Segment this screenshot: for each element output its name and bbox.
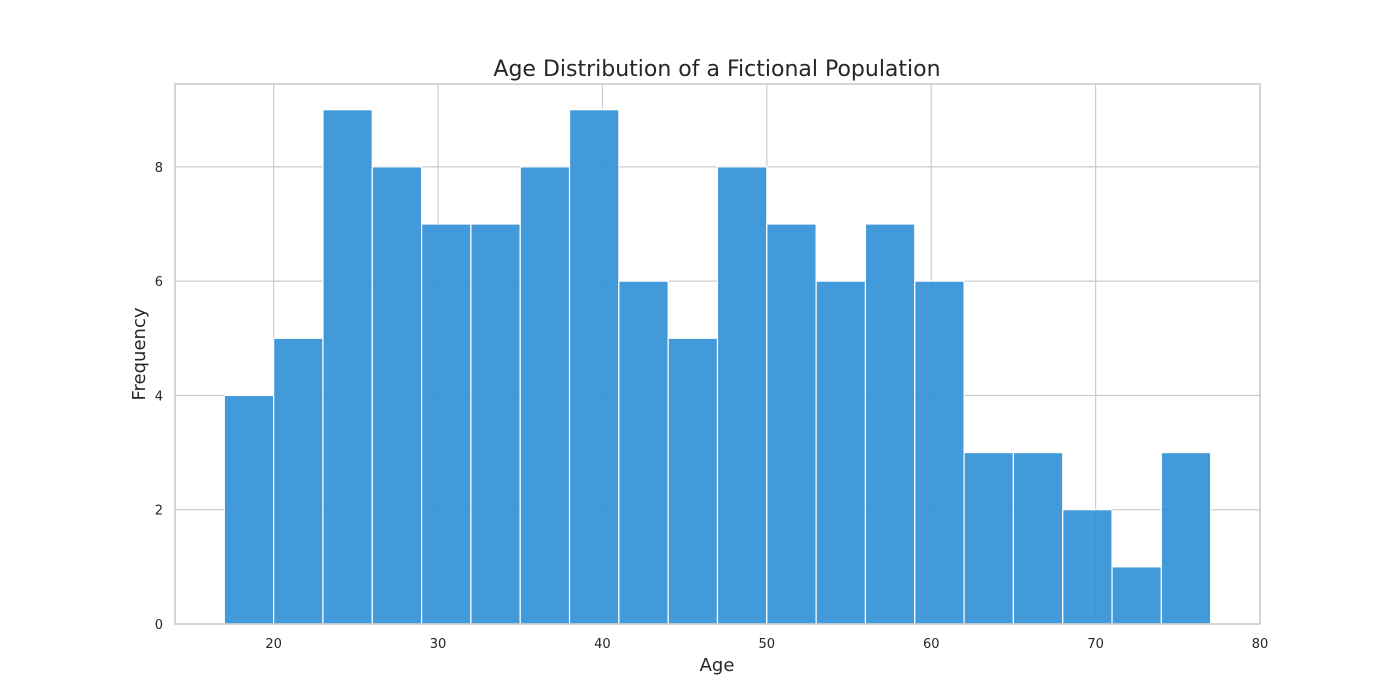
histogram-bar [1111, 566, 1162, 625]
histogram-bars [223, 109, 1212, 625]
histogram-bar [1062, 509, 1113, 625]
histogram-bar [914, 280, 965, 625]
histogram-bar [420, 223, 472, 625]
histogram-bar [766, 223, 817, 625]
plot-frame [174, 83, 1261, 625]
y-tick-label: 2 [155, 504, 163, 519]
x-tick-label: 20 [265, 637, 282, 652]
chart-title: Age Distribution of a Fictional Populati… [493, 57, 940, 82]
y-tick-label: 0 [155, 618, 163, 633]
x-tick-label: 80 [1252, 637, 1269, 652]
x-tick-label: 30 [430, 637, 447, 652]
y-tick-label: 6 [155, 275, 163, 290]
x-tick-label: 40 [594, 637, 611, 652]
y-axis-title: Frequency [129, 307, 150, 400]
histogram-bar [568, 109, 620, 625]
histogram-bar [815, 280, 867, 625]
histogram-bar [371, 166, 423, 625]
y-tick-label: 8 [155, 161, 163, 176]
histogram-bar [667, 337, 719, 625]
x-tick-label: 60 [923, 637, 940, 652]
x-tick-label: 50 [759, 637, 776, 652]
x-axis-title: Age [700, 655, 735, 676]
histogram-bar [519, 166, 571, 625]
histogram-bar [864, 223, 916, 625]
histogram-bar [1160, 451, 1212, 625]
x-axis-ticks: 20 30 40 50 60 70 80 [265, 637, 1268, 652]
histogram-bar [1012, 451, 1064, 625]
histogram-bar [470, 223, 521, 625]
histogram-bar [963, 451, 1015, 625]
histogram-bar [223, 394, 275, 625]
histogram-bar [322, 109, 373, 625]
y-axis-ticks: 0 2 4 6 8 [155, 161, 163, 633]
y-tick-label: 4 [155, 389, 163, 404]
histogram-bar [273, 337, 324, 625]
histogram-bar [716, 166, 768, 625]
histogram-bar [618, 280, 669, 625]
x-tick-label: 70 [1087, 637, 1104, 652]
